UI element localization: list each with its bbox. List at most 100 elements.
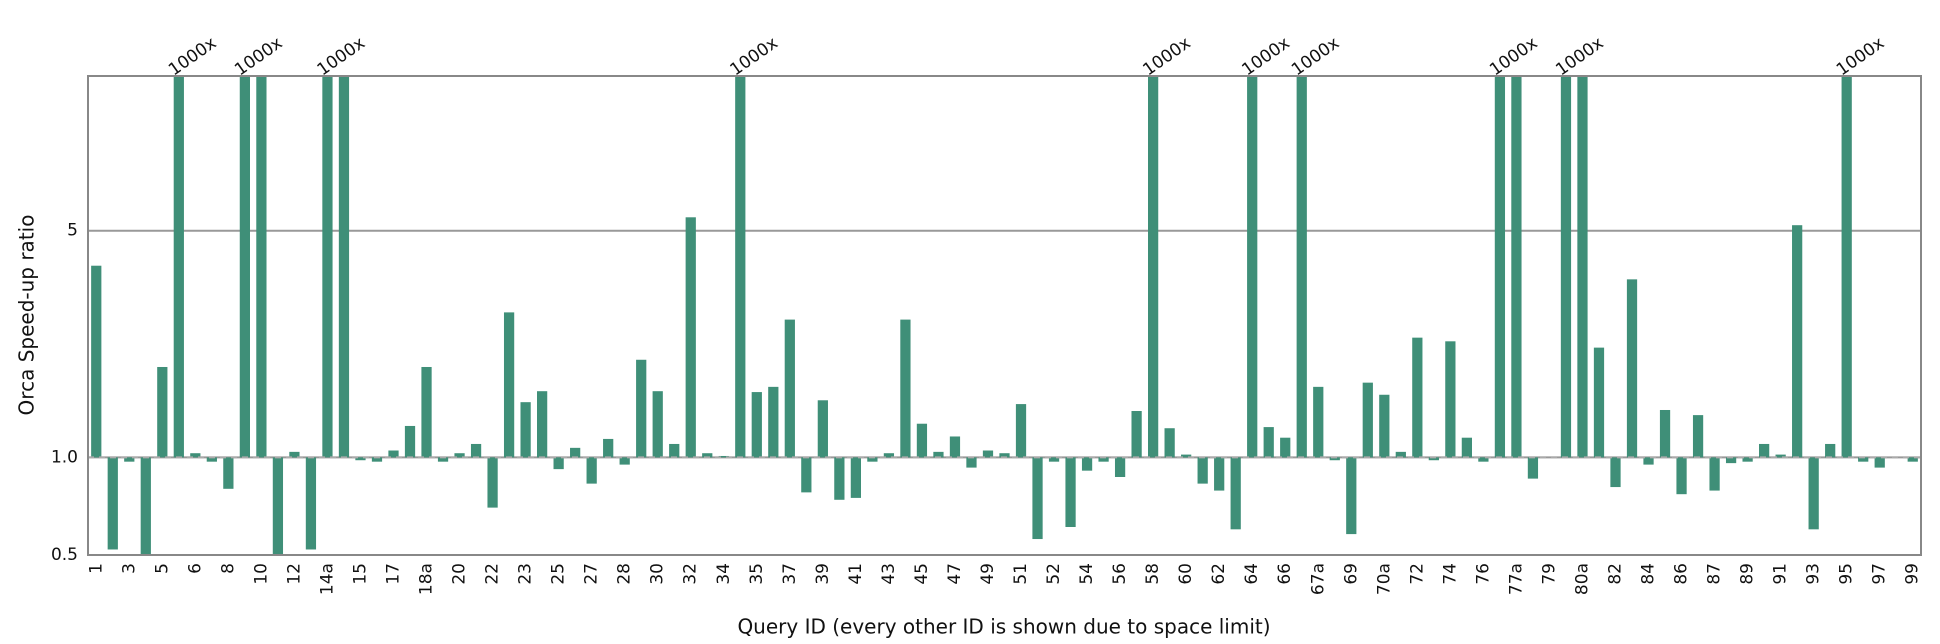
x-tick-label: 93: [1804, 563, 1824, 585]
bar: [1263, 427, 1274, 458]
x-tick-label: 77a: [1506, 563, 1526, 595]
x-tick-label: 45: [912, 563, 932, 585]
bar: [817, 400, 828, 458]
x-tick-label: 39: [813, 563, 833, 585]
bar: [190, 453, 201, 458]
bar: [652, 391, 663, 458]
bar: [883, 453, 895, 458]
x-tick-label: 49: [978, 563, 998, 585]
bar: [636, 359, 647, 458]
bar: [1197, 457, 1208, 484]
x-tick-label: 17: [384, 563, 404, 585]
bar: [702, 453, 713, 458]
x-tick-label: 5: [152, 563, 172, 574]
bar: [91, 265, 102, 458]
value-label: 1000x: [1238, 33, 1293, 80]
bar: [223, 457, 234, 489]
bar: [1858, 457, 1869, 462]
bar: [1114, 457, 1126, 477]
bar: [1214, 457, 1225, 491]
bar: [784, 319, 795, 458]
x-tick-label: 14a: [317, 563, 337, 595]
y-tick-label: 5: [67, 221, 78, 241]
x-tick-label: 66: [1275, 563, 1295, 585]
bar: [1593, 347, 1605, 458]
x-tick-label: 20: [450, 563, 470, 585]
bar: [1841, 76, 1852, 458]
y-axis-title: Orca Speed-up ratio: [15, 215, 39, 416]
bar: [867, 457, 878, 462]
bar: [1560, 76, 1572, 458]
bar: [1577, 76, 1588, 458]
x-tick-label: 91: [1771, 563, 1791, 585]
bar: [1280, 437, 1291, 458]
bar: [1247, 76, 1258, 458]
bar: [487, 457, 498, 508]
x-tick-label: 62: [1209, 563, 1229, 585]
bar: [718, 455, 729, 458]
bar: [371, 457, 383, 462]
x-tick-label: 76: [1473, 563, 1493, 585]
bar: [470, 443, 482, 458]
x-tick-label: 47: [945, 563, 965, 585]
x-tick-label: 8: [218, 563, 238, 574]
bar: [1015, 404, 1027, 458]
x-tick-label: 99: [1903, 563, 1923, 585]
bar: [1346, 457, 1357, 535]
x-tick-label: 70a: [1374, 563, 1394, 595]
x-tick-label: 41: [846, 563, 866, 585]
bar: [999, 453, 1010, 458]
plot-frame: [87, 75, 1922, 556]
x-tick-label: 22: [483, 563, 503, 585]
x-tick-label: 60: [1176, 563, 1196, 585]
bar: [1527, 457, 1539, 479]
bar: [768, 386, 779, 458]
y-tick-label: 1.0: [51, 447, 78, 467]
x-tick-label: 95: [1837, 563, 1857, 585]
x-tick-label: 43: [879, 563, 899, 585]
bar: [1428, 457, 1439, 461]
bar: [1445, 341, 1456, 458]
bar: [933, 451, 944, 458]
bar: [173, 76, 184, 458]
bar: [1048, 457, 1060, 462]
bar: [338, 76, 350, 458]
bar: [1313, 386, 1324, 458]
x-tick-label: 56: [1110, 563, 1130, 585]
bar: [1825, 443, 1836, 458]
bar: [900, 319, 911, 458]
y-tick-label: 0.5: [51, 545, 78, 565]
bar: [272, 457, 284, 555]
x-tick-label: 52: [1044, 563, 1064, 585]
bar: [404, 425, 416, 458]
bar: [1725, 457, 1737, 464]
x-tick-label: 25: [549, 563, 569, 585]
bar: [1808, 457, 1819, 530]
bar: [1792, 225, 1803, 458]
x-tick-label: 87: [1705, 563, 1725, 585]
bar: [1759, 443, 1770, 458]
bar: [537, 391, 548, 458]
bar: [206, 457, 217, 462]
bar: [751, 392, 762, 458]
x-tick-label: 74: [1440, 563, 1460, 585]
bar: [1032, 457, 1043, 540]
x-tick-label: 86: [1672, 563, 1692, 585]
value-label: 1000x: [727, 33, 782, 80]
x-tick-label: 69: [1341, 563, 1361, 585]
bar: [1296, 76, 1307, 458]
bar: [1626, 279, 1638, 458]
bar: [982, 450, 994, 458]
bar: [685, 217, 696, 458]
x-axis-title: Query ID (every other ID is shown due to…: [737, 615, 1270, 639]
x-tick-label: 1: [86, 563, 106, 574]
x-tick-label: 12: [284, 563, 304, 585]
value-label: 1000x: [1139, 33, 1194, 80]
x-tick-label: 34: [714, 563, 734, 585]
x-tick-label: 30: [648, 563, 668, 585]
bar: [1874, 457, 1885, 468]
bar: [503, 312, 515, 458]
bar: [239, 76, 250, 458]
bar: [916, 423, 928, 458]
